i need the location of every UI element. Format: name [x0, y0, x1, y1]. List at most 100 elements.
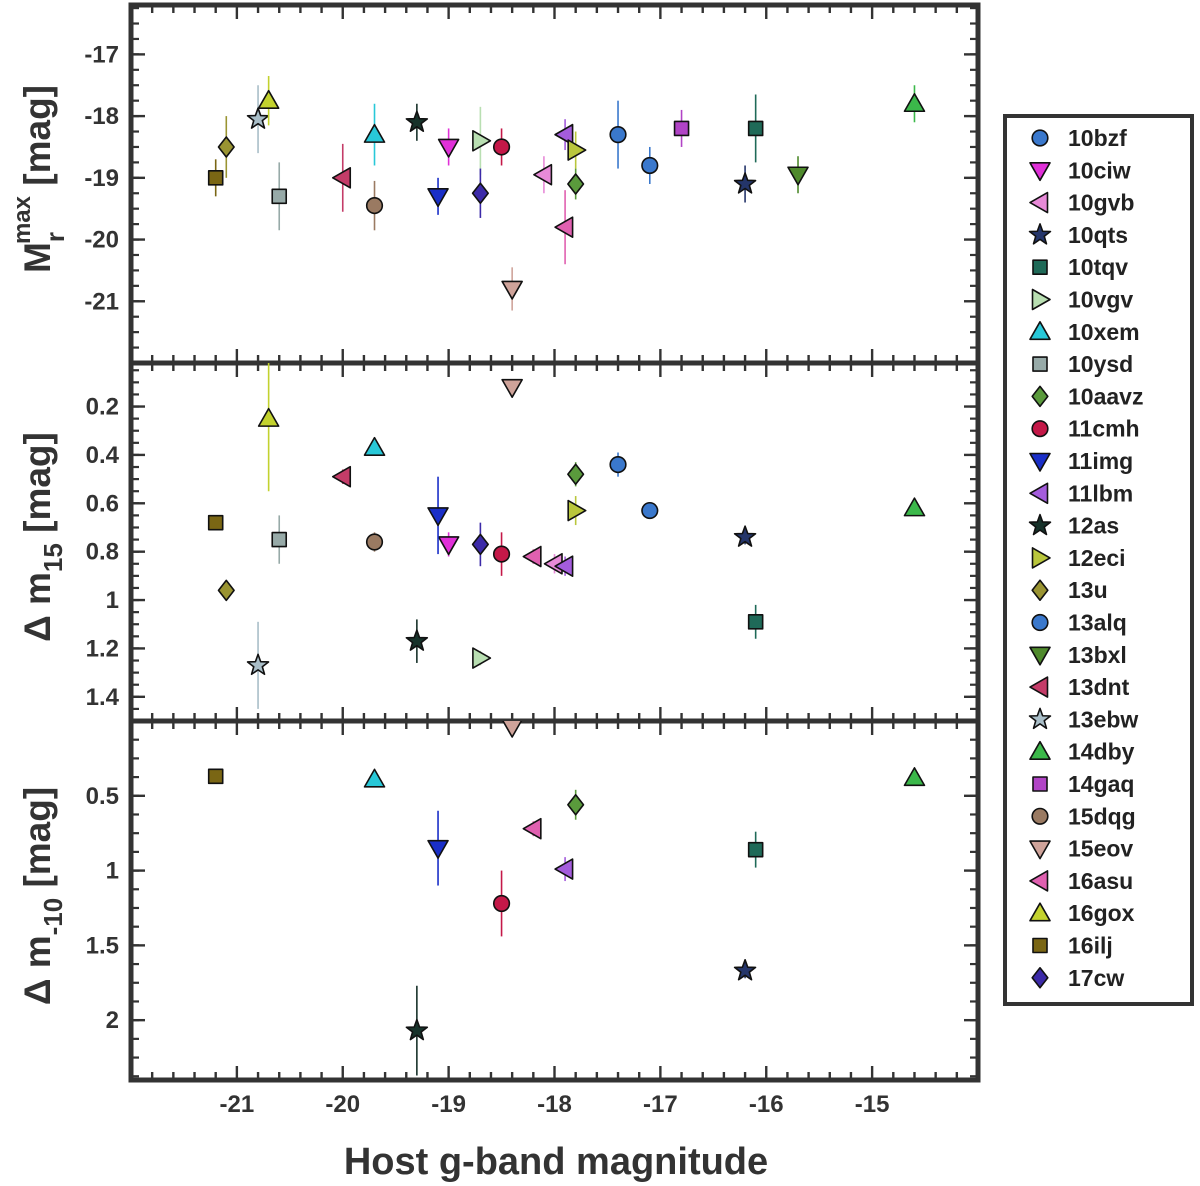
- point-10bzf: [609, 455, 627, 474]
- x-axis-title: Host g-band magnitude: [344, 1141, 768, 1183]
- legend-item: 13ebw: [1028, 706, 1138, 732]
- y-axis-title-delta-m15: Δ m15 [mag]: [17, 432, 68, 642]
- point-11img: [427, 507, 449, 527]
- legend-marker-13alq: [1031, 613, 1049, 632]
- ylabel-main: Δ m: [17, 572, 58, 642]
- legend-item: 17cw: [1031, 965, 1124, 991]
- point-13dnt: [331, 167, 352, 189]
- x-tick-label: -18: [537, 1091, 572, 1118]
- legend-marker-17cw: [1031, 966, 1049, 989]
- ylabel-main: Δ m: [17, 935, 58, 1005]
- point-13u: [217, 579, 235, 602]
- point-10qts: [733, 958, 757, 981]
- legend-label: 13alq: [1068, 610, 1127, 636]
- point-16asu: [554, 216, 574, 239]
- y-axis-title-delta-m-10: Δ m-10 [mag]: [17, 787, 68, 1005]
- y-tick-label: 0.6: [86, 490, 119, 517]
- point-10aavz: [567, 793, 585, 816]
- legend-item: 16asu: [1029, 868, 1133, 894]
- point-11cmh: [492, 138, 511, 156]
- legend-marker-11img: [1029, 452, 1051, 472]
- legend-marker-10gvb: [1029, 191, 1049, 214]
- point-14dby: [903, 92, 926, 113]
- legend-item: 10bzf: [1031, 125, 1127, 151]
- point-10aavz: [567, 173, 585, 195]
- x-tick-label: -16: [749, 1091, 784, 1118]
- point-11cmh: [492, 894, 511, 913]
- point-13alq: [641, 501, 659, 520]
- ylabel-sub: r: [40, 232, 70, 242]
- y-tick-label: 0.4: [86, 442, 120, 469]
- legend-item: 10ciw: [1029, 157, 1131, 183]
- legend-marker-12as: [1028, 513, 1052, 536]
- panels-group: -21 -20 -19 -18 -17 0.2 0.4 0.6 0.8 1 1.2 1.4 0.5 1 1.…: [84, 2, 981, 1118]
- legend-label: 10tqv: [1068, 254, 1128, 280]
- legend-label: 16gox: [1068, 900, 1135, 926]
- y-tick-label: 1: [106, 587, 119, 614]
- point-10xem: [363, 436, 386, 456]
- point-10ysd: [271, 531, 288, 548]
- point-16gox: [257, 407, 280, 427]
- legend-item: 11img: [1029, 448, 1133, 474]
- legend-label: 10ciw: [1068, 157, 1131, 183]
- y-tick-label: 1.5: [86, 932, 119, 959]
- legend-label: 14gaq: [1068, 771, 1134, 797]
- data-points: [207, 721, 926, 1076]
- legend-marker-13bxl: [1029, 646, 1051, 666]
- point-15eov: [502, 721, 523, 738]
- legend-marker-16asu: [1029, 870, 1049, 892]
- point-10ciw: [437, 138, 460, 158]
- legend-item: 13dnt: [1029, 674, 1130, 700]
- legend-item: 10qts: [1028, 222, 1128, 248]
- legend-item: 10ysd: [1032, 351, 1133, 377]
- panel-delta-m-10: 0.5 1 1.5 2: [86, 718, 981, 1083]
- data-points: [207, 75, 926, 311]
- legend-item: 15eov: [1029, 836, 1133, 862]
- legend-marker-10ysd: [1032, 356, 1048, 372]
- point-10tqv: [747, 614, 764, 630]
- legend-item: 10aavz: [1031, 383, 1143, 409]
- point-10bzf: [609, 126, 627, 144]
- panel-frame: [128, 718, 981, 1083]
- legend-marker-12eci: [1031, 547, 1051, 569]
- legend-label: 11img: [1068, 448, 1133, 474]
- legend-item: 12eci: [1031, 545, 1126, 571]
- legend-marker-10vgv: [1031, 288, 1051, 311]
- y-tick-label: 1: [106, 858, 119, 885]
- panel-peak-magnitude: -21 -20 -19 -18 -17: [84, 2, 981, 366]
- legend-marker-10bzf: [1031, 129, 1049, 147]
- legend-item: 14gaq: [1032, 771, 1134, 797]
- svg-text:Δ m15 [mag]: Δ m15 [mag]: [17, 432, 68, 642]
- point-10qts: [733, 172, 757, 194]
- point-10ysd: [271, 188, 288, 205]
- svg-text:Δ m-10 [mag]: Δ m-10 [mag]: [17, 787, 68, 1005]
- point-13ebw: [246, 653, 270, 676]
- x-tick-labels: -21 -20 -19 -18 -17 -16 -15: [220, 1091, 890, 1118]
- legend-item: 10tqv: [1032, 254, 1128, 280]
- y-tick-label: -20: [84, 227, 119, 254]
- y-tick-label: -18: [84, 103, 119, 130]
- legend-label: 17cw: [1068, 965, 1124, 991]
- legend-label: 14dby: [1068, 739, 1135, 765]
- legend-marker-15dqg: [1031, 807, 1049, 825]
- point-10xem: [363, 768, 386, 788]
- point-11lbm: [554, 555, 574, 577]
- point-10ciw: [437, 536, 460, 556]
- legend-label: 12eci: [1068, 545, 1126, 571]
- point-14dby: [903, 497, 926, 517]
- y-tick-label: 1.4: [86, 684, 120, 711]
- legend-marker-11cmh: [1031, 420, 1049, 438]
- legend-label: 12as: [1068, 513, 1119, 539]
- x-tick-label: -20: [325, 1091, 360, 1118]
- point-16asu: [522, 545, 542, 568]
- legend-marker-16ilj: [1032, 937, 1048, 954]
- point-16ilj: [207, 170, 224, 186]
- legend-label: 10aavz: [1068, 383, 1143, 409]
- legend-marker-14gaq: [1032, 776, 1048, 792]
- point-12eci: [567, 499, 587, 522]
- legend-label: 10bzf: [1068, 125, 1127, 151]
- y-tick-label: -17: [84, 41, 119, 68]
- x-tick-label: -19: [431, 1091, 466, 1118]
- point-11img: [427, 839, 449, 859]
- x-tick-label: -17: [643, 1091, 678, 1118]
